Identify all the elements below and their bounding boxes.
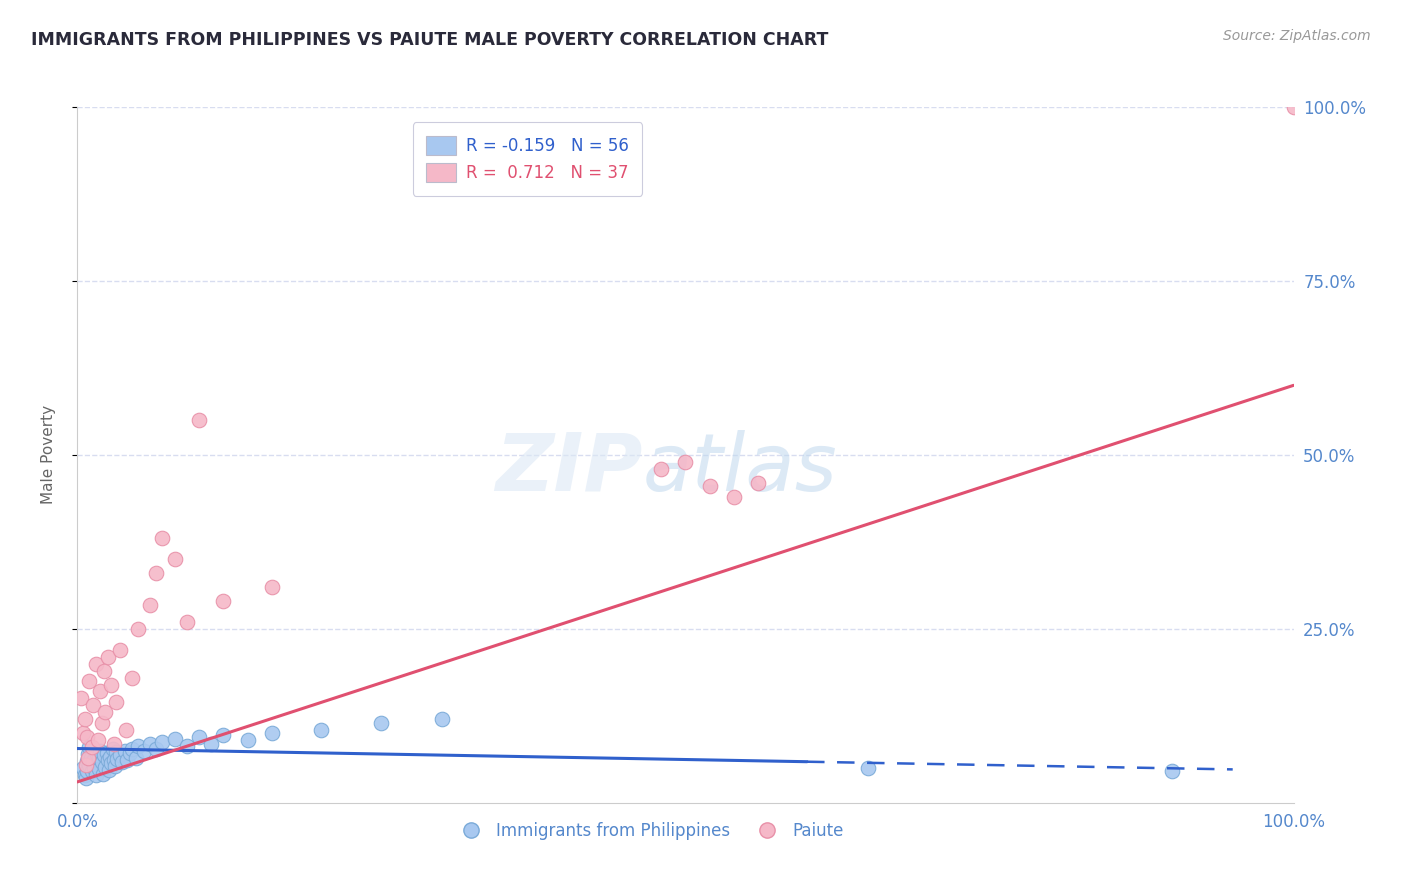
Point [70, 691, 93, 706]
Point [121, 741, 143, 756]
Point [723, 490, 745, 504]
Point [101, 741, 124, 756]
Point [84, 657, 107, 671]
Point [89, 684, 111, 698]
Point [77, 750, 100, 764]
Point [111, 756, 134, 770]
Legend: Immigrants from Philippines, Paiute: Immigrants from Philippines, Paiute [449, 815, 851, 847]
Point [107, 752, 129, 766]
Point [115, 753, 138, 767]
Point [145, 566, 167, 581]
Point [73, 768, 96, 782]
Point [1282, 100, 1305, 114]
Point [152, 532, 174, 546]
Point [83, 761, 105, 775]
Point [97, 763, 120, 777]
Point [114, 744, 136, 758]
Point [370, 715, 392, 730]
Point [93, 748, 115, 763]
Point [86, 747, 108, 761]
Point [163, 552, 186, 566]
Point [82, 698, 104, 713]
Point [72, 761, 94, 775]
Point [176, 615, 198, 629]
Point [90, 756, 112, 770]
Point [89, 763, 111, 777]
Point [98, 750, 121, 764]
Point [93, 664, 115, 678]
Point [747, 475, 769, 490]
Point [127, 739, 149, 753]
Point [309, 723, 332, 737]
Point [77, 747, 100, 761]
Point [79, 674, 101, 689]
Point [80, 740, 103, 755]
Point [260, 580, 283, 594]
Point [118, 746, 141, 760]
Point [80, 750, 103, 764]
Point [89, 750, 111, 764]
Point [76, 730, 98, 744]
Point [89, 744, 111, 758]
Point [260, 726, 283, 740]
Point [176, 739, 198, 753]
Text: IMMIGRANTS FROM PHILIPPINES VS PAIUTE MALE POVERTY CORRELATION CHART: IMMIGRANTS FROM PHILIPPINES VS PAIUTE MA… [31, 31, 828, 49]
Point [100, 677, 122, 691]
Point [96, 746, 118, 760]
Point [91, 766, 114, 780]
Point [90, 715, 112, 730]
Point [76, 764, 98, 779]
Point [94, 759, 117, 773]
Point [134, 744, 156, 758]
Point [188, 413, 211, 427]
Point [79, 757, 101, 772]
Point [84, 768, 107, 782]
Point [1161, 764, 1184, 779]
Point [94, 706, 117, 720]
Text: ZIP: ZIP [495, 430, 643, 508]
Point [80, 764, 103, 779]
Point [75, 757, 97, 772]
Point [97, 753, 120, 767]
Point [76, 754, 98, 768]
Point [72, 726, 94, 740]
Point [97, 649, 120, 664]
Point [79, 740, 101, 755]
Point [139, 737, 162, 751]
Point [699, 479, 721, 493]
Point [125, 750, 148, 764]
Text: atlas: atlas [643, 430, 838, 508]
Point [856, 761, 879, 775]
Point [105, 695, 128, 709]
Point [100, 756, 122, 771]
Point [236, 733, 259, 747]
Text: Source: ZipAtlas.com: Source: ZipAtlas.com [1223, 29, 1371, 43]
Point [108, 748, 131, 763]
Point [104, 759, 127, 773]
Point [87, 757, 110, 772]
Point [163, 731, 186, 746]
Point [108, 642, 131, 657]
Point [430, 712, 453, 726]
Point [105, 745, 128, 759]
Point [115, 723, 138, 737]
Point [188, 730, 211, 744]
Point [152, 734, 174, 748]
Point [139, 598, 162, 612]
Point [103, 737, 125, 751]
Y-axis label: Male Poverty: Male Poverty [42, 405, 56, 505]
Point [212, 728, 235, 742]
Point [73, 712, 96, 726]
Point [82, 754, 104, 768]
Point [145, 741, 167, 756]
Point [675, 455, 697, 469]
Point [75, 772, 97, 786]
Point [200, 737, 222, 751]
Point [212, 594, 235, 608]
Point [121, 671, 143, 685]
Point [650, 462, 672, 476]
Point [127, 622, 149, 636]
Point [87, 733, 110, 747]
Point [103, 753, 125, 767]
